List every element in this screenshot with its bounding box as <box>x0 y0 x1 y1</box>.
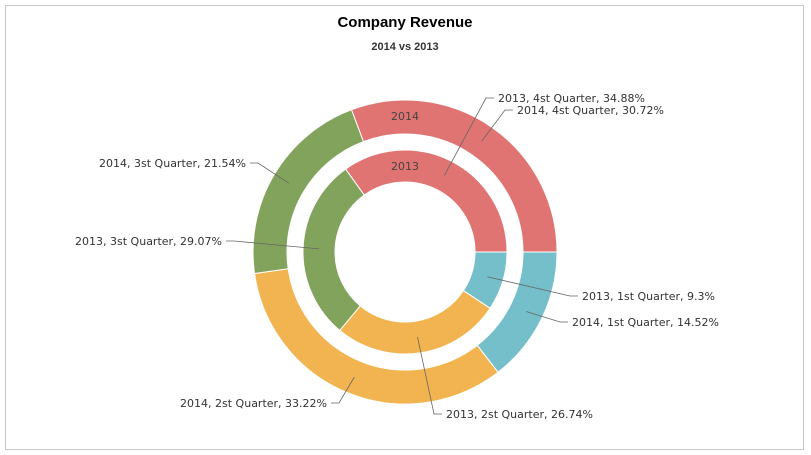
slice-2013-4[interactable] <box>344 149 508 253</box>
slice-label-2013-2: 2013, 2st Quarter, 26.74% <box>446 408 593 421</box>
leader-line-2013-4 <box>443 97 494 176</box>
leader-line-2014-3 <box>250 162 290 184</box>
leader-line-2013-3 <box>226 240 320 250</box>
leader-line-2014-2 <box>331 376 355 404</box>
slice-label-2014-3: 2014, 3st Quarter, 21.54% <box>99 157 246 170</box>
slice-2013-2[interactable] <box>339 289 491 355</box>
leader-line-2013-1 <box>487 276 578 297</box>
leader-line-2014-4 <box>481 109 513 142</box>
slice-2014-4[interactable] <box>350 99 558 253</box>
slice-label-2014-2: 2014, 2st Quarter, 33.22% <box>180 397 327 410</box>
slice-label-2014-1: 2014, 1st Quarter, 14.52% <box>572 316 719 329</box>
chart-title: Company Revenue <box>337 14 472 31</box>
slice-labels: 2014, 1st Quarter, 14.52% 2014, 2st Quart… <box>75 92 719 421</box>
chart-subtitle: 2014 vs 2013 <box>371 41 438 53</box>
ring-name-2014: 2014 <box>391 110 419 123</box>
slice-label-2013-4: 2013, 4st Quarter, 34.88% <box>498 92 645 105</box>
slice-label-2013-1: 2013, 1st Quarter, 9.3% <box>582 290 715 303</box>
label-leader-lines <box>226 97 578 415</box>
ring-name-2013: 2013 <box>391 160 419 173</box>
slice-2013-3[interactable] <box>302 168 365 332</box>
donut-rings <box>252 99 558 405</box>
slice-label-2014-4: 2014, 4st Quarter, 30.72% <box>517 104 664 117</box>
leader-line-2014-1 <box>526 311 568 323</box>
ring-names: 2014 2013 <box>391 110 419 173</box>
leader-line-2013-2 <box>417 336 442 415</box>
slice-label-2013-3: 2013, 3st Quarter, 29.07% <box>75 235 222 248</box>
